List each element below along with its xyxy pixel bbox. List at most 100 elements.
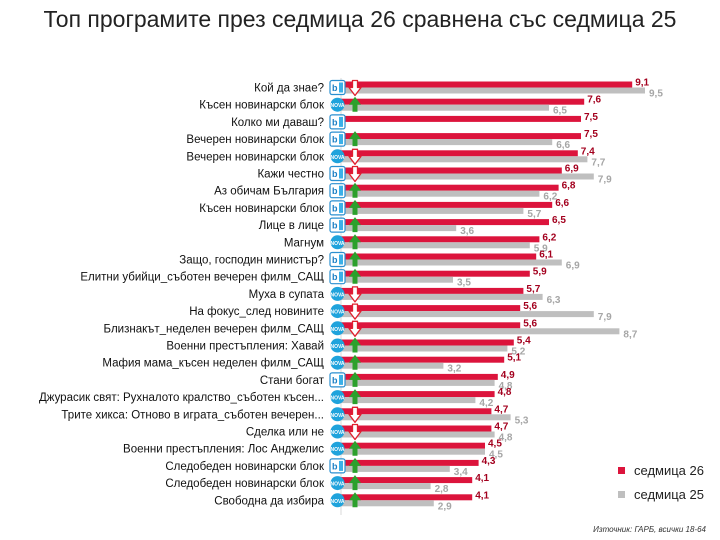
trend-up-arrow-icon — [349, 217, 361, 233]
nova-logo-icon — [330, 390, 345, 405]
trend-up-arrow-icon — [349, 492, 361, 508]
source-note: Източник: ГАРБ, всички 18-64 — [593, 525, 706, 534]
legend-swatch-current — [618, 466, 625, 474]
value-label-previous: 5,9 — [534, 243, 548, 254]
value-label-current: 5,6 — [523, 301, 537, 312]
value-label-previous: 3,6 — [460, 226, 474, 237]
btv-logo-stripe — [339, 82, 343, 93]
value-label-current: 5,4 — [517, 336, 531, 347]
bar-current — [341, 322, 521, 329]
btv-logo-text: b — [332, 272, 338, 282]
btv-logo-text: b — [332, 186, 338, 196]
bar-previous — [341, 328, 620, 335]
nova-logo-text: NOVA — [330, 292, 344, 298]
bar-previous — [341, 414, 511, 421]
value-label-previous: 2,8 — [435, 484, 449, 495]
value-label-previous: 5,3 — [515, 415, 529, 426]
legend-item-previous: седмица 25 — [618, 482, 704, 506]
nova-logo-icon — [330, 286, 345, 301]
category-label: Свободна да избира — [214, 495, 324, 507]
chart-title-text: Топ програмите през седмица 26 сравнена … — [43, 6, 677, 32]
legend: седмица 26 седмица 25 — [618, 458, 704, 506]
bar-previous — [341, 483, 431, 490]
value-label-previous: 6,6 — [556, 140, 570, 151]
trend-up-arrow-icon — [349, 354, 361, 370]
nova-logo-icon — [330, 304, 345, 319]
bar-current — [341, 477, 473, 484]
btv-logo-stripe — [339, 254, 343, 265]
nova-logo-icon — [330, 97, 345, 112]
category-label: Лице в лице — [259, 220, 324, 232]
bar-previous — [341, 104, 549, 111]
bar-previous — [341, 311, 594, 318]
value-label-current: 6,8 — [562, 181, 576, 192]
value-label-previous: 7,9 — [598, 312, 612, 323]
legend-item-current: седмица 26 — [618, 458, 704, 482]
value-label-current: 5,9 — [533, 267, 547, 278]
category-label: Джурасик свят: Рухналото кралство_съботе… — [39, 392, 324, 404]
bar-previous — [341, 87, 645, 94]
bar-previous — [341, 207, 524, 214]
btv-logo-stripe — [339, 202, 343, 213]
bar-previous — [341, 156, 588, 163]
nova-logo-icon — [330, 355, 345, 370]
nova-logo-text: NOVA — [330, 447, 344, 453]
trend-down-arrow-icon — [348, 79, 362, 97]
nova-logo-text: NOVA — [330, 396, 344, 402]
nova-logo-icon — [330, 321, 345, 336]
bar-current — [341, 408, 492, 415]
nova-logo-icon — [330, 493, 345, 508]
category-label: Мафия мама_късен неделен филм_САЩ — [102, 358, 324, 370]
bar-current — [341, 494, 473, 501]
bar-current — [341, 98, 585, 105]
trend-down-arrow-icon — [348, 406, 362, 423]
category-label: Късен новинарски блок — [199, 100, 325, 112]
value-label-current: 7,5 — [584, 112, 598, 123]
value-label-previous: 9,5 — [649, 89, 663, 100]
trend-up-arrow-icon — [349, 475, 361, 491]
category-label: На фокус_след новините — [189, 306, 324, 318]
btv-logo-text: b — [332, 169, 338, 179]
trend-down-arrow-icon — [348, 303, 362, 320]
trend-up-arrow-icon — [349, 251, 361, 267]
trend-down-arrow-icon — [348, 320, 362, 337]
trend-up-arrow-icon — [349, 371, 361, 387]
btv-logo-stripe — [339, 134, 343, 145]
trend-up-arrow-icon — [349, 234, 361, 250]
value-label-current: 6,9 — [565, 164, 579, 175]
nova-logo-text: NOVA — [330, 430, 344, 436]
bar-current — [341, 81, 633, 88]
category-label: Военни престъпления: Хавай — [166, 341, 324, 353]
bar-previous — [341, 293, 543, 300]
bar-previous — [341, 465, 450, 472]
btv-logo-text: b — [332, 255, 338, 265]
btv-logo-stripe — [339, 271, 343, 282]
bar-current — [341, 115, 581, 122]
value-label-current: 5,7 — [526, 284, 540, 295]
trend-up-arrow-icon — [349, 199, 361, 215]
trend-up-arrow-icon — [349, 389, 361, 405]
trend-up-arrow-icon — [349, 131, 361, 147]
category-label: Кой да знае? — [254, 83, 324, 95]
value-label-current: 6,6 — [555, 198, 569, 209]
btv-logo-text: b — [332, 83, 338, 93]
trend-up-arrow-icon — [349, 96, 361, 112]
value-label-previous: 4,8 — [499, 381, 513, 392]
nova-logo-icon — [330, 424, 345, 439]
value-label-current: 4,8 — [498, 387, 512, 398]
value-label-previous: 4,8 — [499, 433, 513, 444]
nova-logo-text: NOVA — [330, 103, 344, 109]
bar-current — [341, 201, 553, 208]
nova-logo-text: NOVA — [330, 241, 344, 247]
value-label-current: 7,6 — [587, 95, 601, 106]
value-label-previous: 8,7 — [623, 329, 637, 340]
value-label-previous: 5,7 — [527, 209, 541, 220]
value-label-current: 6,2 — [542, 232, 556, 243]
bar-current — [341, 133, 581, 140]
value-label-previous: 5,2 — [511, 347, 525, 358]
nova-logo-icon — [330, 476, 345, 491]
category-label: Колко ми даваш? — [231, 117, 324, 129]
category-label: Кажи честно — [257, 169, 324, 181]
value-label-current: 4,3 — [482, 456, 496, 467]
